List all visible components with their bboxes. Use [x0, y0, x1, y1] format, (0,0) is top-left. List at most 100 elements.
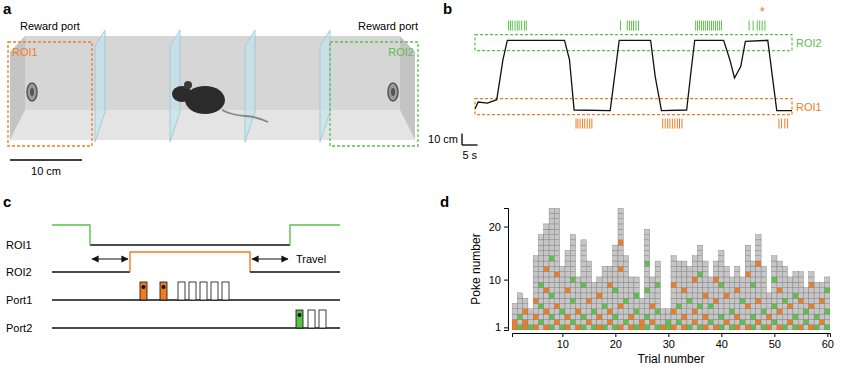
poke-cell [756, 282, 761, 287]
poke-tick [715, 21, 716, 31]
poke-cell [766, 293, 771, 298]
rewarded-poke [676, 303, 681, 308]
rewarded-poke [772, 303, 777, 308]
poke-cell [613, 319, 618, 324]
poke-tick [778, 119, 779, 129]
rewarded-poke [554, 303, 559, 308]
poke-cell [560, 303, 565, 308]
poke-cell [735, 293, 740, 298]
poke-cell [613, 245, 618, 250]
rewarded-poke [745, 325, 750, 330]
rewarded-poke [751, 314, 756, 319]
poke-cell [560, 298, 565, 303]
poke-cell [554, 245, 559, 250]
poke-cell [570, 309, 575, 314]
poke-cell [777, 319, 782, 324]
poke-cell [554, 261, 559, 266]
rewarded-poke [613, 325, 618, 330]
rewarded-poke [788, 303, 793, 308]
poke-cell [554, 235, 559, 240]
tick-mark [504, 280, 508, 281]
poke-cell [650, 309, 655, 314]
row-label: ROI1 [6, 239, 32, 251]
poke-cell [565, 309, 570, 314]
poke-cell [751, 272, 756, 277]
poke-cell [554, 288, 559, 293]
poke-cell [793, 298, 798, 303]
poke-cell [618, 250, 623, 255]
poke-cell [517, 319, 522, 324]
poke-cell [751, 298, 756, 303]
poke-cell [607, 303, 612, 308]
rewarded-poke [751, 282, 756, 287]
poke-cell [634, 277, 639, 282]
poke-cell [645, 250, 650, 255]
poke-cell [523, 314, 528, 319]
poke-cell [745, 288, 750, 293]
tick-mark [721, 333, 722, 337]
poke-tick [627, 21, 628, 31]
poke-cell [533, 261, 538, 266]
rewarded-poke [692, 309, 697, 314]
tick-mark [827, 333, 828, 337]
rewarded-poke [549, 325, 554, 330]
poke-cell [629, 288, 634, 293]
poke-cell [618, 219, 623, 224]
poke-cell [793, 282, 798, 287]
tick-label: 10 [489, 274, 501, 286]
poke-cell [756, 314, 761, 319]
poke-cell [660, 314, 665, 319]
poke-cell [623, 314, 628, 319]
poke-tick [667, 119, 668, 129]
rewarded-poke [809, 325, 814, 330]
poke-cell [554, 325, 559, 330]
poke-cell [777, 298, 782, 303]
poke-cell [671, 256, 676, 261]
rewarded-poke [539, 282, 544, 287]
rewarded-poke [735, 288, 740, 293]
poke-cell [613, 256, 618, 261]
poke-cell [777, 261, 782, 266]
poke-cell [618, 256, 623, 261]
poke-cell [581, 250, 586, 255]
rewarded-poke [634, 309, 639, 314]
poke-cell [544, 256, 549, 261]
poke-tick [517, 21, 518, 31]
rewarded-poke [581, 325, 586, 330]
poke-cell [623, 325, 628, 330]
poke-cell [772, 309, 777, 314]
poke-cell [554, 277, 559, 282]
tick: 1 [495, 321, 508, 333]
poke-cell [740, 309, 745, 314]
poke-cell [655, 272, 660, 277]
poke-cell [798, 309, 803, 314]
poke [200, 282, 207, 300]
poke-cell [544, 229, 549, 234]
poke-tick [584, 119, 585, 129]
poke-cell [740, 314, 745, 319]
poke-cell [554, 309, 559, 314]
poke-cell [645, 235, 650, 240]
poke-cell [613, 250, 618, 255]
poke-cell [570, 282, 575, 287]
poke-cell [798, 272, 803, 277]
poke-cell [819, 325, 824, 330]
poke-cell [676, 282, 681, 287]
poke-cell [782, 266, 787, 271]
tick-mark [615, 333, 616, 337]
poke-cell [645, 256, 650, 261]
poke-cell [586, 282, 591, 287]
poke-cell [597, 277, 602, 282]
poke-cell [687, 303, 692, 308]
poke [178, 282, 185, 300]
poke-cell [549, 261, 554, 266]
port-label: Reward port [358, 20, 418, 32]
poke-cell [698, 288, 703, 293]
poke-tick [713, 21, 714, 31]
poke-cell [676, 266, 681, 271]
poke-cell [703, 272, 708, 277]
tick: 10 [557, 333, 569, 350]
poke-cell [539, 272, 544, 277]
poke-tick [703, 21, 704, 31]
poke-cell [751, 288, 756, 293]
